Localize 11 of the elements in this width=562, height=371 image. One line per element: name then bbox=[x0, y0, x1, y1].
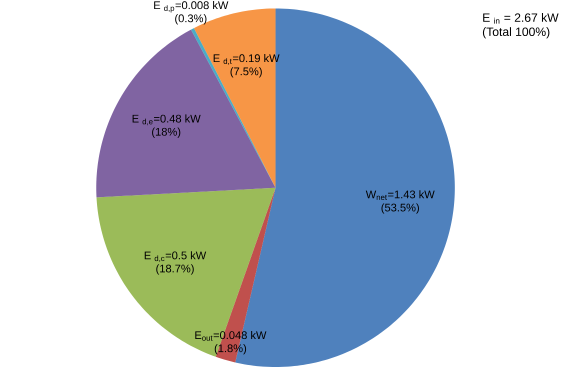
slice-label: E $_{d,e}$=0.48 kW bbox=[132, 114, 201, 126]
data-label: (18%) bbox=[152, 127, 180, 138]
data-label: (7.5%) bbox=[230, 67, 262, 78]
text: (Total 100%) bbox=[482, 27, 550, 38]
data-label: (53.5%) bbox=[381, 203, 419, 214]
slice-label: E $_{d,c}$=0.5 kW bbox=[144, 251, 206, 262]
slice-label: W$_{net}$=1.43 kW bbox=[366, 190, 435, 200]
data-label: (0.3%) bbox=[175, 14, 206, 24]
slice-label: E $_{d,p}$=0.008 kW bbox=[154, 0, 228, 12]
data-label: (18.7%) bbox=[156, 264, 194, 275]
text: E $_{in}$ = 2.67 kW bbox=[483, 12, 559, 24]
